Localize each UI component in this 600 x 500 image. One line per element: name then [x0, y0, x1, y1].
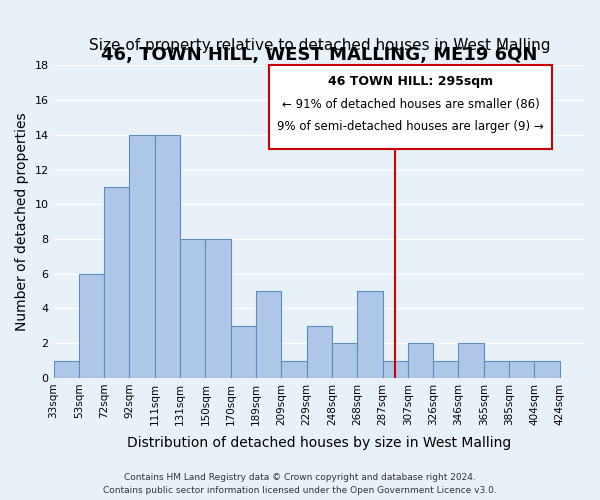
Bar — [180, 239, 205, 378]
Y-axis label: Number of detached properties: Number of detached properties — [15, 112, 29, 331]
Bar — [332, 343, 357, 378]
Bar — [230, 326, 256, 378]
Bar — [509, 360, 535, 378]
Text: 9% of semi-detached houses are larger (9) →: 9% of semi-detached houses are larger (9… — [277, 120, 544, 133]
Bar — [408, 343, 433, 378]
Bar — [433, 360, 458, 378]
Bar — [383, 360, 408, 378]
Bar — [535, 360, 560, 378]
Text: 46 TOWN HILL: 295sqm: 46 TOWN HILL: 295sqm — [328, 75, 493, 88]
Bar — [458, 343, 484, 378]
Text: ← 91% of detached houses are smaller (86): ← 91% of detached houses are smaller (86… — [281, 98, 539, 110]
FancyBboxPatch shape — [269, 66, 552, 148]
Bar — [104, 187, 130, 378]
Bar — [79, 274, 104, 378]
Bar — [357, 291, 383, 378]
Bar — [53, 360, 79, 378]
Bar — [256, 291, 281, 378]
Bar — [307, 326, 332, 378]
Bar — [130, 135, 155, 378]
Bar — [205, 239, 230, 378]
Text: Size of property relative to detached houses in West Malling: Size of property relative to detached ho… — [89, 38, 550, 53]
X-axis label: Distribution of detached houses by size in West Malling: Distribution of detached houses by size … — [127, 436, 511, 450]
Bar — [155, 135, 180, 378]
Bar — [281, 360, 307, 378]
Text: Contains HM Land Registry data © Crown copyright and database right 2024.
Contai: Contains HM Land Registry data © Crown c… — [103, 473, 497, 495]
Bar — [484, 360, 509, 378]
Title: 46, TOWN HILL, WEST MALLING, ME19 6QN: 46, TOWN HILL, WEST MALLING, ME19 6QN — [101, 46, 538, 64]
